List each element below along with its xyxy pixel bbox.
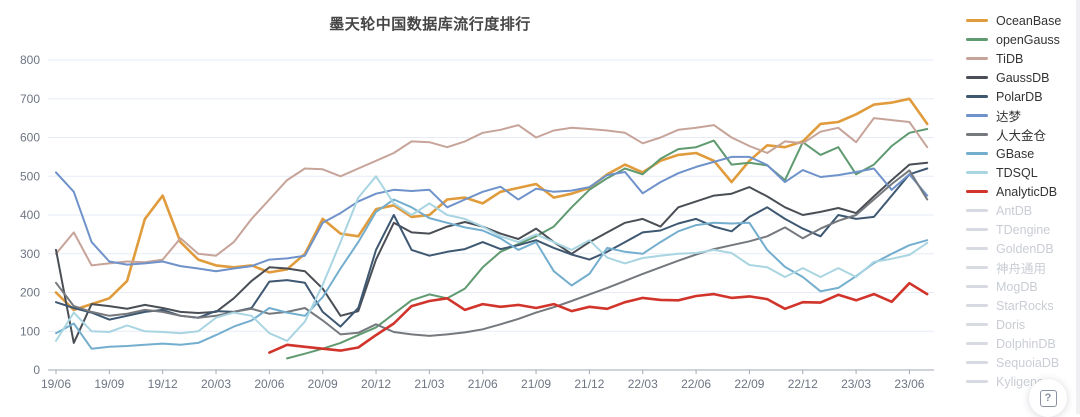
legend-item-GoldenDB[interactable]: GoldenDB: [966, 239, 1061, 258]
x-axis-label: 22/12: [788, 377, 818, 391]
series-line-GaussDB: [55, 161, 929, 344]
legend-line-swatch: [966, 323, 988, 326]
chart-title: 墨天轮中国数据库流行度排行: [329, 16, 531, 33]
legend-line-swatch: [966, 266, 988, 269]
y-axis-label: 700: [20, 92, 40, 106]
x-axis-label: 19/09: [94, 377, 124, 391]
y-axis-label: 500: [20, 169, 40, 183]
series-line-AnalyticDB: [268, 281, 929, 354]
legend-line-swatch: [966, 228, 988, 231]
legend-label: 达梦: [996, 110, 1022, 124]
legend-label: GBase: [996, 146, 1035, 161]
legend-label: 神舟通用: [996, 262, 1047, 276]
legend-label: AnalyticDB: [996, 184, 1058, 199]
legend-label: OceanBase: [996, 13, 1062, 28]
boxed-question-mark-icon: ?: [1039, 389, 1057, 407]
legend-item-TDSQL[interactable]: TDSQL: [966, 163, 1061, 182]
legend-item-TDengine[interactable]: TDengine: [966, 220, 1061, 239]
legend-line-swatch: [966, 190, 988, 193]
y-axis-label: 800: [20, 53, 40, 67]
legend-line-swatch: [966, 285, 988, 288]
legend-line-swatch: [966, 380, 988, 383]
x-axis-label: 19/06: [41, 377, 71, 391]
legend-label: AntDB: [996, 203, 1033, 218]
y-axis-label: 400: [20, 208, 40, 222]
help-button[interactable]: ?: [1029, 379, 1067, 417]
x-axis-label: 22/03: [628, 377, 658, 391]
series-line-人大金仓: [55, 169, 929, 337]
y-axis-label: 100: [20, 324, 40, 338]
legend-line-swatch: [966, 342, 988, 345]
legend-item-PolarDB[interactable]: PolarDB: [966, 87, 1061, 106]
legend-line-swatch: [966, 19, 988, 22]
legend-line-swatch: [966, 57, 988, 60]
series-line-GBase: [55, 198, 929, 350]
x-axis-label: 20/12: [361, 377, 391, 391]
x-axis-label: 22/09: [734, 377, 764, 391]
x-axis-label: 21/06: [468, 377, 498, 391]
x-axis-label: 22/06: [681, 377, 711, 391]
legend-item-SequoiaDB[interactable]: SequoiaDB: [966, 353, 1061, 372]
legend-line-swatch: [966, 95, 988, 98]
legend-line-swatch: [966, 152, 988, 155]
x-axis-label: 20/09: [308, 377, 338, 391]
legend-item-GaussDB[interactable]: GaussDB: [966, 68, 1061, 87]
legend-label: StarRocks: [996, 298, 1054, 313]
legend-label: TiDB: [996, 51, 1024, 66]
y-axis-label: 200: [20, 286, 40, 300]
series-line-达梦: [55, 155, 929, 273]
legend-item-GBase[interactable]: GBase: [966, 144, 1061, 163]
legend-item-Doris[interactable]: Doris: [966, 315, 1061, 334]
legend-line-swatch: [966, 38, 988, 41]
legend-label: Doris: [996, 317, 1026, 332]
legend-label: GaussDB: [996, 70, 1050, 85]
legend-label: PolarDB: [996, 89, 1043, 104]
x-axis-label: 21/03: [414, 377, 444, 391]
legend-label: GoldenDB: [996, 241, 1054, 256]
legend-item-openGauss[interactable]: openGauss: [966, 30, 1061, 49]
legend-item-神舟通用[interactable]: 神舟通用: [966, 258, 1061, 277]
legend-item-OceanBase[interactable]: OceanBase: [966, 11, 1061, 30]
x-axis-label: 20/03: [201, 377, 231, 391]
legend-item-TiDB[interactable]: TiDB: [966, 49, 1061, 68]
x-axis-label: 20/06: [254, 377, 284, 391]
y-axis-label: 300: [20, 247, 40, 261]
x-axis-label: 19/12: [148, 377, 178, 391]
legend-label: TDengine: [996, 222, 1051, 237]
legend-label: SequoiaDB: [996, 355, 1060, 370]
legend-item-AntDB[interactable]: AntDB: [966, 201, 1061, 220]
y-axis-label: 0: [33, 363, 40, 377]
legend-line-swatch: [966, 304, 988, 307]
legend: OceanBase openGauss TiDB GaussDB PolarDB 达梦人大…: [966, 11, 1061, 391]
legend-item-StarRocks[interactable]: StarRocks: [966, 296, 1061, 315]
legend-line-swatch: [966, 133, 988, 136]
legend-item-人大金仓[interactable]: 人大金仓: [966, 125, 1061, 144]
legend-line-swatch: [966, 76, 988, 79]
series-line-TiDB: [55, 117, 929, 267]
legend-line-swatch: [966, 171, 988, 174]
legend-line-swatch: [966, 361, 988, 364]
series-line-TDSQL: [55, 175, 929, 342]
legend-item-MogDB[interactable]: MogDB: [966, 277, 1061, 296]
legend-item-AnalyticDB[interactable]: AnalyticDB: [966, 182, 1061, 201]
legend-label: MogDB: [996, 279, 1038, 294]
page-scrollbar[interactable]: [1076, 0, 1080, 414]
legend-line-swatch: [966, 209, 988, 212]
legend-item-DolphinDB[interactable]: DolphinDB: [966, 334, 1061, 353]
legend-line-swatch: [966, 114, 988, 117]
series-line-openGauss: [286, 128, 929, 360]
legend-label: DolphinDB: [996, 336, 1056, 351]
legend-label: 人大金仓: [996, 129, 1047, 143]
legend-item-达梦[interactable]: 达梦: [966, 106, 1061, 125]
x-axis-label: 21/12: [574, 377, 604, 391]
legend-label: openGauss: [996, 32, 1060, 47]
legend-line-swatch: [966, 247, 988, 250]
series-line-OceanBase: [54, 97, 929, 312]
legend-label: TDSQL: [996, 165, 1038, 180]
x-axis-label: 23/06: [894, 377, 924, 391]
x-axis-label: 23/03: [841, 377, 871, 391]
x-axis-label: 21/09: [521, 377, 551, 391]
y-axis-label: 600: [20, 131, 40, 145]
